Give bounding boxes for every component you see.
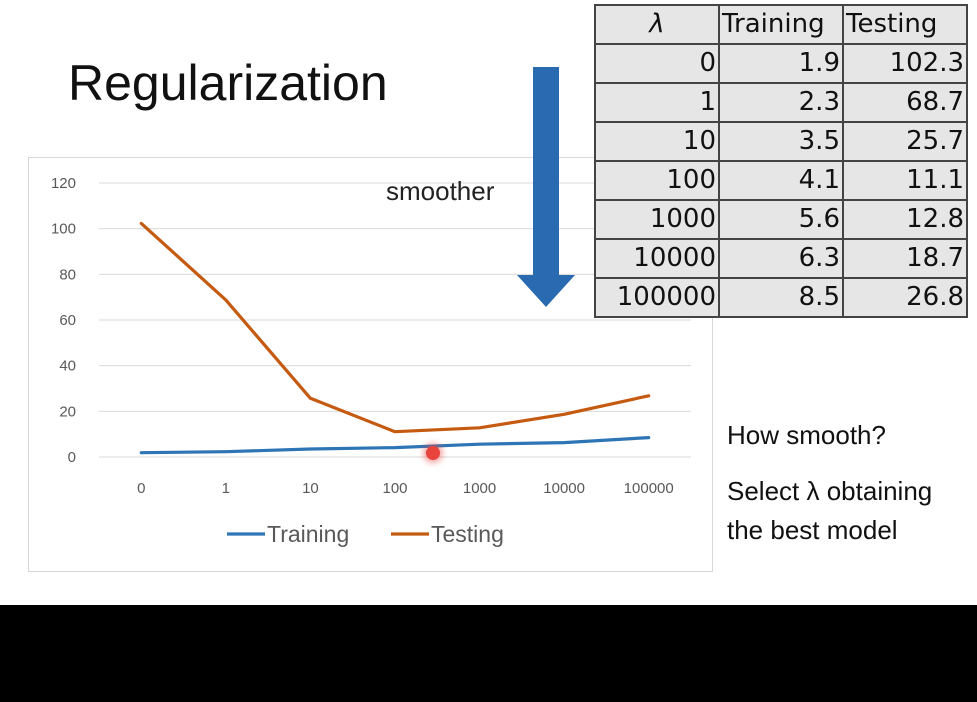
smoother-label: smoother — [386, 176, 495, 206]
question-text: How smooth? — [727, 420, 886, 450]
table-cell: 1000 — [594, 199, 720, 240]
header-training: Training — [718, 4, 844, 45]
table-cell: 2.3 — [718, 82, 844, 123]
x-tick-label: 100 — [382, 480, 407, 497]
x-tick-label: 0 — [137, 480, 145, 497]
pointer-cursor-dot — [426, 446, 440, 460]
x-tick-label: 10 — [302, 480, 319, 497]
x-tick-label: 10000 — [543, 480, 585, 497]
table-row: 10 3.5 25.7 — [594, 121, 968, 162]
legend-label: Training — [267, 521, 349, 547]
down-arrow-shape — [517, 67, 575, 307]
table-row: 100000 8.5 26.8 — [594, 277, 968, 318]
table-cell: 12.8 — [842, 199, 968, 240]
table-cell: 6.3 — [718, 238, 844, 279]
table-cell: 102.3 — [842, 43, 968, 84]
legend-label: Testing — [431, 521, 504, 547]
series-line-training — [139, 436, 651, 455]
table-cell: 26.8 — [842, 277, 968, 318]
y-tick-label: 120 — [51, 175, 76, 192]
slide-title: Regularization — [68, 55, 388, 111]
table-cell: 10000 — [594, 238, 720, 279]
table-cell: 25.7 — [842, 121, 968, 162]
table-cell: 5.6 — [718, 199, 844, 240]
table-cell: 68.7 — [842, 82, 968, 123]
table-cell: 10 — [594, 121, 720, 162]
y-tick-label: 40 — [59, 358, 76, 375]
table-cell: 3.5 — [718, 121, 844, 162]
x-tick-label: 1000 — [463, 480, 496, 497]
lambda-results-table: λ Training Testing 0 1.9 102.3 1 2.3 68.7 10… — [594, 4, 968, 318]
x-tick-label: 1 — [222, 480, 230, 497]
chart-svg: 0 20 40 60 80 100 120 0 1 10 100 1000 10000 100000 Tra… — [51, 175, 691, 547]
table-row: 1000 5.6 12.8 — [594, 199, 968, 240]
table-cell: 1 — [594, 82, 720, 123]
table-row: 0 1.9 102.3 — [594, 43, 968, 84]
instruction-line-1: Select λ obtaining — [727, 476, 933, 506]
table-cell: 8.5 — [718, 277, 844, 318]
table-row: 1 2.3 68.7 — [594, 82, 968, 123]
table-cell: 11.1 — [842, 160, 968, 201]
y-tick-label: 0 — [68, 449, 76, 466]
x-tick-label: 100000 — [624, 480, 674, 497]
instruction-line-2: the best model — [727, 515, 898, 545]
y-tick-label: 100 — [51, 221, 76, 238]
down-arrow-icon — [517, 67, 575, 307]
y-tick-label: 80 — [59, 266, 76, 283]
table-cell: 18.7 — [842, 238, 968, 279]
table-row: 10000 6.3 18.7 — [594, 238, 968, 279]
letterbox-bar — [0, 605, 977, 702]
table-cell: 4.1 — [718, 160, 844, 201]
table-cell: 1.9 — [718, 43, 844, 84]
header-testing: Testing — [842, 4, 968, 45]
y-tick-label: 60 — [59, 312, 76, 329]
table-cell: 100 — [594, 160, 720, 201]
header-lambda: λ — [594, 4, 720, 45]
table-row: 100 4.1 11.1 — [594, 160, 968, 201]
table-cell: 100000 — [594, 277, 720, 318]
table-header-row: λ Training Testing — [594, 4, 968, 45]
table-cell: 0 — [594, 43, 720, 84]
series-line-testing — [139, 221, 651, 434]
y-tick-label: 20 — [59, 403, 76, 420]
